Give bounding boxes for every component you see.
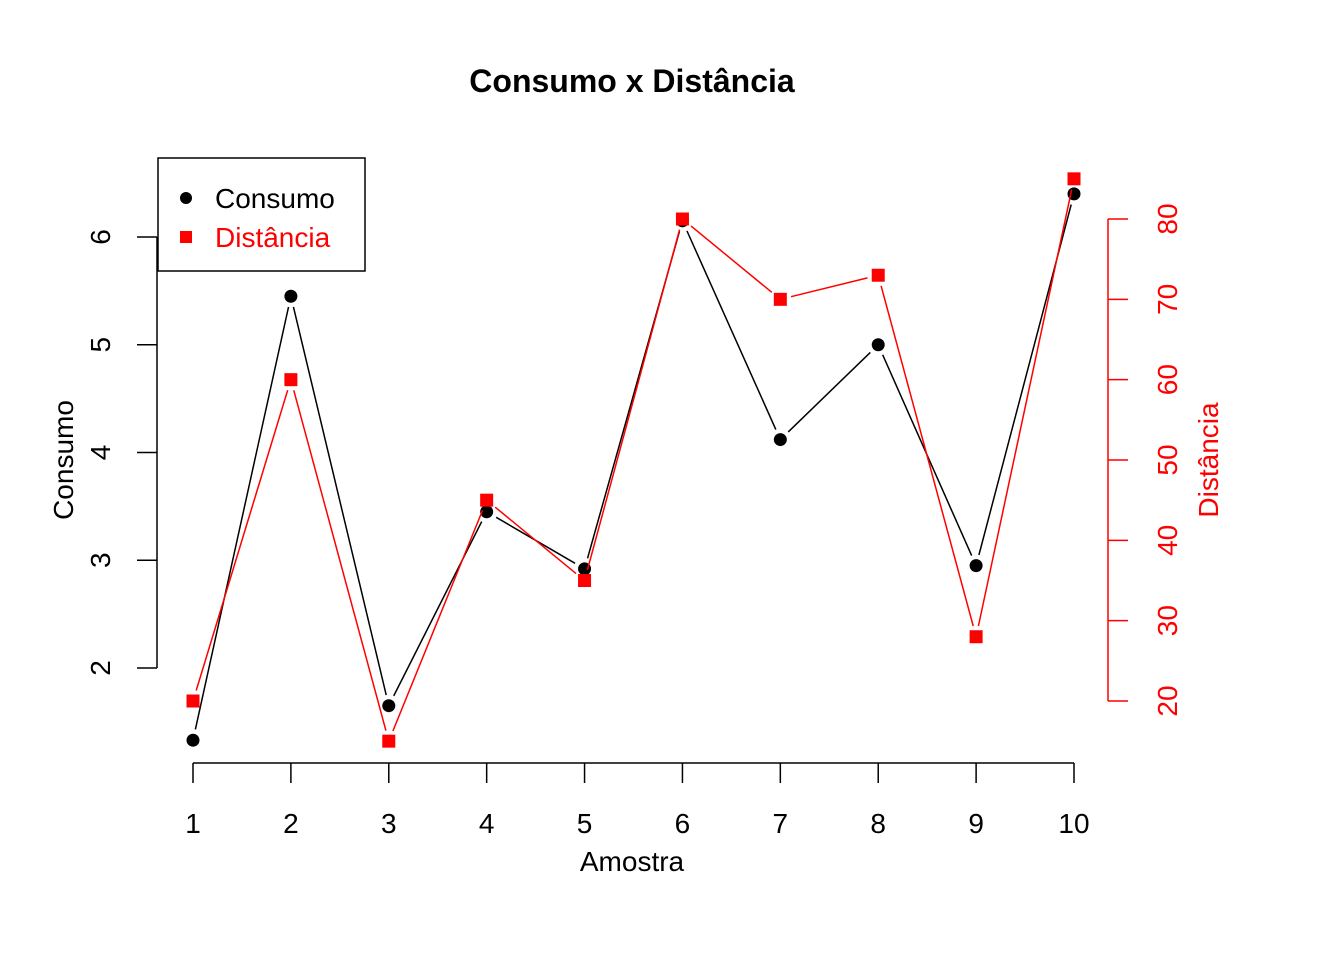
x-tick-label: 3	[381, 808, 397, 839]
series-consumo-point	[969, 559, 983, 573]
series-consumo-segment	[686, 230, 777, 430]
series-consumo-point	[871, 338, 885, 352]
series-layer	[186, 172, 1081, 748]
axes: 1 2 3 4 5 6 7 8 9 10 2 3 4 5 6 20 30 40 50 60 70 80	[85, 203, 1183, 839]
legend-distancia-label: Distância	[215, 222, 331, 253]
y-right-tick-label: 30	[1152, 605, 1183, 636]
y-right-tick-label: 50	[1152, 444, 1183, 475]
x-axis-label: Amostra	[580, 846, 685, 877]
x-tick-label: 9	[968, 808, 984, 839]
x-tick-label: 2	[283, 808, 299, 839]
series-distancia-segment	[392, 510, 484, 732]
series-consumo-point	[186, 733, 200, 747]
y-right-tick-label: 80	[1152, 203, 1183, 234]
y-right-tick-label: 40	[1152, 525, 1183, 556]
series-consumo-point	[382, 699, 396, 713]
series-consumo-point	[773, 433, 787, 447]
series-distancia-segment	[880, 285, 974, 627]
legend: Consumo Distância	[157, 157, 366, 272]
series-consumo-segment	[393, 521, 483, 697]
series-distancia-point	[382, 734, 396, 748]
y-right-tick-label: 60	[1152, 364, 1183, 395]
x-tick-label: 6	[675, 808, 691, 839]
series-distancia-point	[578, 574, 592, 587]
series-distancia-point	[773, 292, 787, 306]
series-consumo-point	[578, 562, 592, 576]
x-tick-label: 7	[773, 808, 789, 839]
chart-title: Consumo x Distância	[469, 63, 795, 99]
series-distancia-segment	[494, 506, 577, 575]
legend-box	[157, 157, 366, 272]
legend-consumo-marker	[180, 192, 192, 204]
series-distancia-segment	[586, 229, 681, 571]
y-right-tick-label: 70	[1152, 284, 1183, 315]
series-distancia-segment	[195, 389, 289, 691]
series-distancia-segment	[690, 225, 773, 293]
y-right-tick-label: 20	[1152, 685, 1183, 716]
y-axis-left-label: Consumo	[48, 400, 79, 520]
series-distancia-segment	[293, 390, 387, 731]
series-consumo-point	[284, 289, 298, 303]
series-distancia-segment	[977, 189, 1073, 627]
series-distancia-point	[1067, 172, 1081, 186]
x-tick-label: 10	[1058, 808, 1089, 839]
x-tick-label: 4	[479, 808, 495, 839]
x-tick-label: 1	[185, 808, 201, 839]
y-axis-right-label: Distância	[1193, 402, 1224, 518]
series-consumo-segment	[787, 351, 871, 433]
legend-consumo-label: Consumo	[215, 183, 335, 214]
series-distancia-point	[675, 212, 689, 226]
series-distancia-segment	[790, 277, 868, 298]
y-left-tick-label: 4	[85, 445, 116, 461]
series-distancia-point	[969, 630, 983, 644]
series-consumo-segment	[292, 306, 387, 696]
series-distancia-point	[186, 694, 200, 708]
series-distancia-point	[480, 493, 494, 507]
series-distancia-point	[871, 268, 885, 282]
y-left-tick-label: 5	[85, 337, 116, 353]
y-left-tick-label: 6	[85, 229, 116, 245]
series-distancia-point	[284, 373, 298, 387]
x-tick-label: 5	[577, 808, 593, 839]
series-consumo-point	[480, 505, 494, 519]
series-consumo-segment	[194, 306, 290, 730]
legend-distancia-marker	[180, 231, 192, 243]
x-tick-label: 8	[870, 808, 886, 839]
y-left-tick-label: 3	[85, 552, 116, 568]
y-left-tick-label: 2	[85, 660, 116, 676]
